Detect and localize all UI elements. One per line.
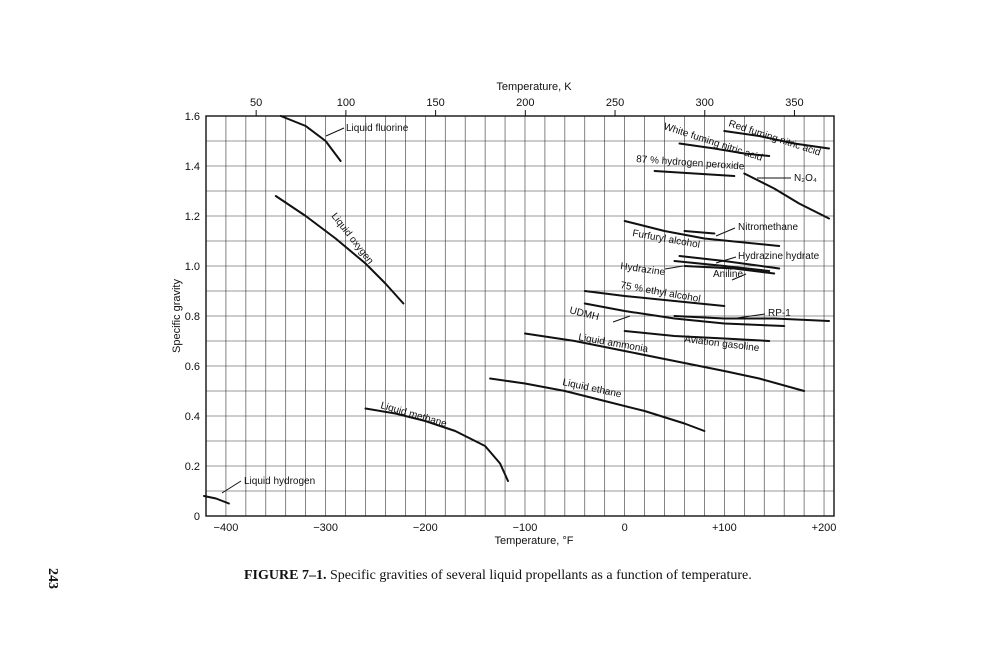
leader-line <box>325 127 345 137</box>
x-tick-label: −400 <box>214 522 239 534</box>
x-tick-label: −300 <box>313 522 338 534</box>
curve-label: N₂O₄ <box>794 173 817 184</box>
y-tick-label: 1.0 <box>185 261 200 273</box>
curve-liquid-fluorine <box>279 115 342 162</box>
curve-aniline <box>683 265 776 275</box>
curve-liquid-hydrogen <box>203 495 230 505</box>
curve-label: Aniline <box>713 269 743 280</box>
curve-label: UDMH <box>568 305 600 323</box>
y-axis-title: Specific gravity <box>171 279 183 353</box>
curve-red-fuming-nitric-acid <box>723 130 830 150</box>
curve-liquid-oxygen <box>274 195 405 305</box>
leader-line <box>731 273 747 281</box>
leader-line <box>664 265 684 270</box>
curve-label: 87 % hydrogen peroxide <box>636 154 745 173</box>
curve-label: Liquid fluorine <box>346 123 409 134</box>
data-curves <box>203 115 830 505</box>
y-tick-label: 1.4 <box>185 161 200 173</box>
curve-white-fuming-nitric-acid <box>678 142 771 157</box>
figure-caption: FIGURE 7–1. Specific gravities of severa… <box>244 568 964 584</box>
curve-liquid-methane <box>364 407 509 482</box>
caption-text: Specific gravities of several liquid pro… <box>326 568 752 583</box>
curve-label: Aviation gasoline <box>684 334 761 354</box>
y-tick-label: 0.2 <box>185 461 200 473</box>
curve-liquid-ethane <box>489 377 706 432</box>
leader-line <box>736 313 766 319</box>
x-tick-label: −100 <box>513 522 538 534</box>
y-tick-label: 0 <box>194 511 200 523</box>
x2-tick-label: 200 <box>516 97 534 109</box>
x2-tick-label: 250 <box>606 97 624 109</box>
leader-line <box>715 256 737 264</box>
x-tick-label: −200 <box>413 522 438 534</box>
curve-label: 75 % ethyl alcohol <box>619 280 701 305</box>
curve-label: Hydrazine hydrate <box>738 251 820 262</box>
curve-87-hydrogen-peroxide <box>653 170 736 177</box>
x-tick-label: 0 <box>622 522 628 534</box>
plot-frame <box>205 115 835 517</box>
x-axis-title: Temperature, °F <box>495 535 574 547</box>
x-tick-label: +100 <box>712 522 737 534</box>
curve-label: Liquid ammonia <box>577 332 649 355</box>
y-tick-label: 0.6 <box>185 361 200 373</box>
curve-label: Hydrazine <box>620 261 667 278</box>
curve-label: Liquid hydrogen <box>244 476 315 487</box>
y-tick-label: 0.4 <box>185 411 200 423</box>
y-tick-label: 1.6 <box>185 111 200 123</box>
curve-label: Nitromethane <box>738 222 798 233</box>
x-tick-label: +200 <box>812 522 837 534</box>
x2-tick-label: 300 <box>696 97 714 109</box>
x2-tick-label: 350 <box>785 97 803 109</box>
curve-75-ethyl-alcohol <box>583 290 726 307</box>
curve-label: Liquid methane <box>379 400 448 430</box>
x2-tick-label: 150 <box>426 97 444 109</box>
x2-axis-title: Temperature, K <box>496 81 572 93</box>
leader-line <box>612 315 631 323</box>
curve-rp-1 <box>673 315 830 322</box>
curve-udmh <box>583 302 786 327</box>
curve-aviation-gasoline <box>623 330 771 342</box>
page-number: 243 <box>45 568 60 589</box>
leader-line <box>715 227 736 237</box>
curve-furfuryl-alcohol <box>623 220 781 247</box>
axis-ticks: −400 −300 −200 −100 0 +100 +200 50 100 150 200 250 3… <box>185 97 837 534</box>
curve-hydrazine <box>673 260 771 272</box>
y-tick-label: 0.8 <box>185 311 200 323</box>
y-tick-label: 1.2 <box>185 211 200 223</box>
x2-tick-label: 100 <box>337 97 355 109</box>
figure-label: FIGURE 7–1. <box>244 568 327 583</box>
curve-liquid-ammonia <box>524 332 806 392</box>
curve-n2o4 <box>743 172 830 220</box>
curve-label: RP-1 <box>768 308 791 319</box>
curve-nitromethane <box>683 230 716 235</box>
chart-grid <box>206 116 834 516</box>
x2-tick-label: 50 <box>250 97 262 109</box>
leader-line <box>221 480 242 494</box>
